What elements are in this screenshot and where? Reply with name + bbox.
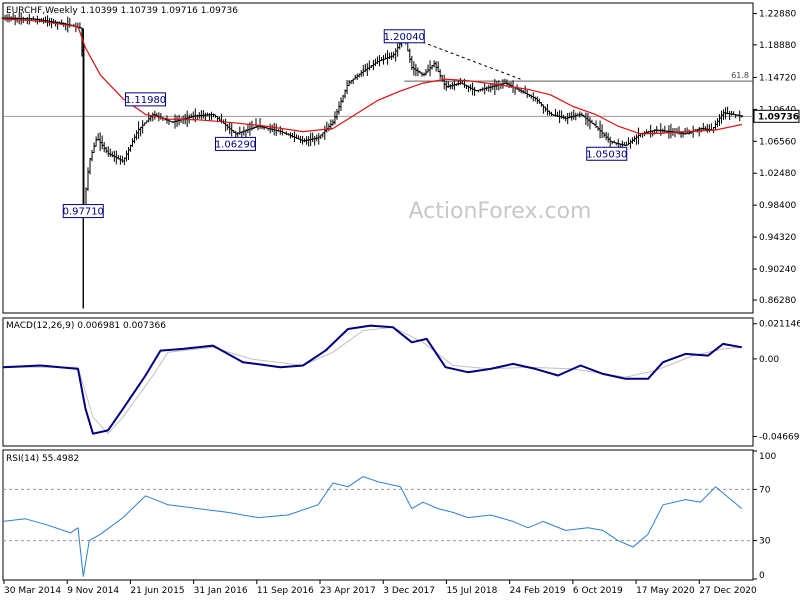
- x-tick-label: 3 Dec 2017: [383, 586, 435, 596]
- x-tick-label: 21 Jun 2015: [130, 586, 184, 596]
- x-tick-label: 11 Sep 2016: [257, 586, 314, 596]
- fib-61-8-label: 61.8: [731, 71, 749, 80]
- x-tick-label: 30 Mar 2014: [4, 586, 61, 596]
- price-annotation-label: 1.05030: [586, 149, 627, 160]
- rsi-y-tick-label: 0: [759, 571, 765, 581]
- watermark: ActionForex.com: [409, 199, 592, 224]
- x-tick-label: 31 Jan 2016: [194, 586, 248, 596]
- price-overlays: 1.20040 1.11980 1.06290 0.97710 1.05030: [2, 18, 742, 219]
- price-annotation-box: [586, 146, 628, 161]
- price-y-tick-label: 1.14720: [759, 73, 796, 83]
- x-tick-label: 27 Dec 2020: [699, 586, 757, 596]
- macd-panel-frame: [2, 317, 754, 447]
- price-y-tick-label: 1.02480: [759, 169, 796, 179]
- price-panel-frame: [2, 2, 754, 314]
- price-y-axis: 1.228801.188801.147201.106401.065601.024…: [753, 10, 800, 306]
- rsi-y-tick-label: 70: [759, 485, 771, 495]
- price-annotation-label: 0.97710: [63, 207, 104, 218]
- price-bars: [1, 12, 744, 309]
- price-y-tick-label: 0.98400: [759, 201, 796, 211]
- x-tick-label: 9 Nov 2014: [67, 586, 119, 596]
- moving-average-line: [2, 18, 742, 135]
- trendline: [405, 35, 521, 80]
- price-y-tick-label: 0.90240: [759, 265, 796, 275]
- price-panel-title: EURCHF,Weekly 1.10399 1.10739 1.09716 1.…: [6, 6, 238, 16]
- price-annotation-label: 1.20040: [384, 32, 425, 43]
- x-tick-label: 24 Feb 2019: [510, 586, 566, 596]
- x-tick-label: 15 Jul 2018: [446, 586, 497, 596]
- macd-y-tick-label: 0.00: [759, 355, 779, 365]
- macd-layer: 0.021146 0.00 -0.046699: [2, 320, 800, 443]
- x-tick-label: 17 May 2020: [636, 586, 695, 596]
- price-annotation-label: 1.11980: [125, 95, 166, 106]
- rsi-y-tick-label: 30: [759, 537, 771, 547]
- x-tick-label: 23 Apr 2017: [320, 586, 376, 596]
- macd-line: [2, 324, 742, 435]
- last-price-label: 1.09736: [758, 112, 799, 122]
- macd-panel-title: MACD(12,26,9) 0.006981 0.007366: [6, 321, 166, 331]
- x-tick-label: 6 Oct 2019: [573, 586, 623, 596]
- price-lines: 61.8: [3, 35, 753, 117]
- rsi-layer: 100 70 30 0: [2, 450, 776, 581]
- price-y-tick-label: 0.94320: [759, 233, 796, 243]
- last-price-box: [753, 109, 800, 123]
- price-annotation-label: 1.06290: [215, 139, 256, 150]
- rsi-panel-title: RSI(14) 55.4982: [6, 454, 79, 464]
- macd-y-tick-label: -0.046699: [759, 433, 800, 443]
- price-y-tick-label: 1.18880: [759, 41, 796, 51]
- rsi-y-tick-label: 100: [759, 452, 776, 462]
- x-axis: 30 Mar 2014 9 Nov 2014 21 Jun 2015 31 Jan 2…: [3, 580, 757, 596]
- price-y-tick-label: 1.22880: [759, 10, 796, 20]
- macd-signal-line: [3, 326, 742, 435]
- price-y-tick-label: 1.06560: [759, 137, 796, 147]
- price-annotation-box: [62, 204, 104, 219]
- rsi-line: [2, 476, 743, 577]
- macd-y-tick-label: 0.021146: [759, 320, 800, 330]
- price-annotation-box: [383, 29, 425, 44]
- price-annotation-box: [125, 92, 166, 107]
- price-y-tick-label: 0.86280: [759, 296, 796, 306]
- rsi-panel-frame: [2, 449, 754, 581]
- price-annotation-box: [215, 136, 256, 151]
